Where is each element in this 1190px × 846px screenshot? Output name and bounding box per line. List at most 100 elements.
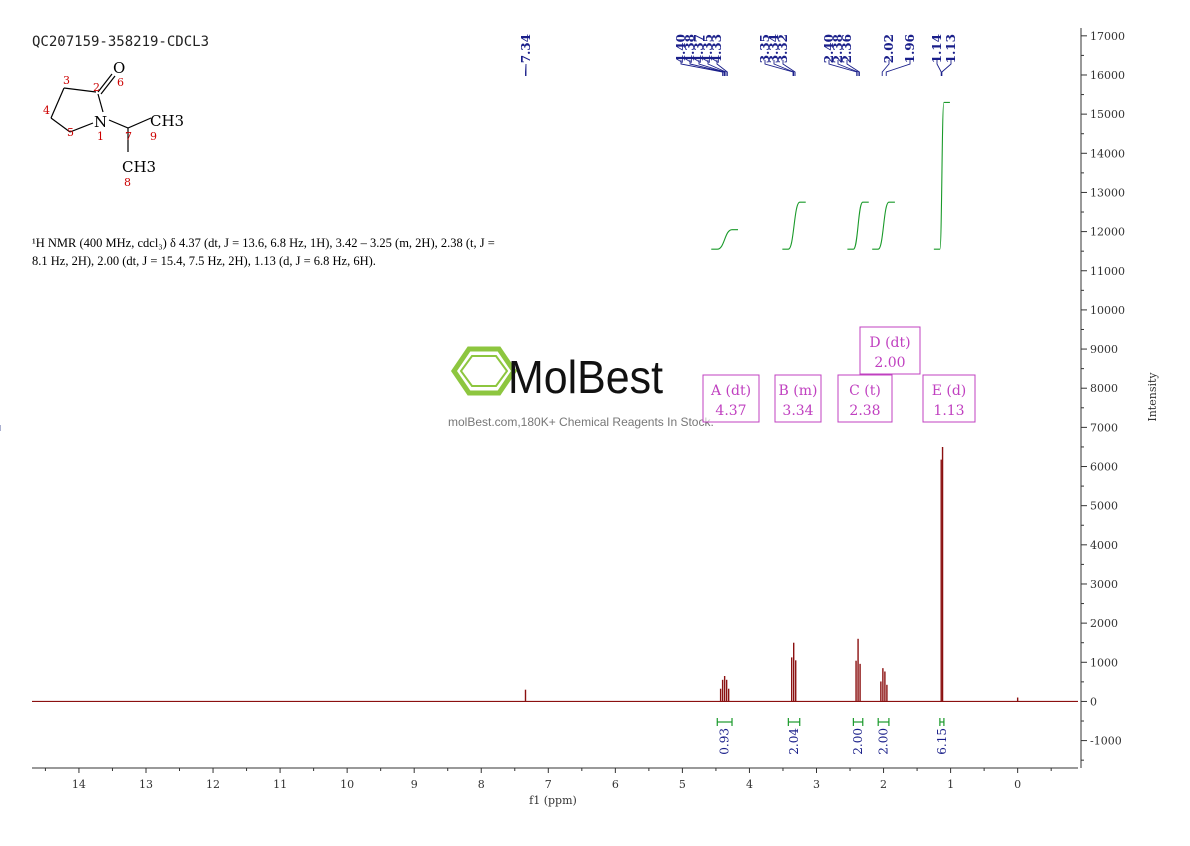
peak-label: 3.35 bbox=[758, 34, 772, 63]
multiplet-label: A (dt) bbox=[710, 383, 751, 399]
molbest-watermark: MolBest molBest.com,180K+ Chemical Reage… bbox=[448, 346, 714, 429]
peak-label: 3.34 bbox=[767, 34, 781, 63]
y-tick-label: 14000 bbox=[1090, 147, 1125, 160]
atom-number-4: 4 bbox=[43, 104, 50, 117]
y-tick-label: 11000 bbox=[1090, 265, 1125, 278]
integral-value: 2.04 bbox=[787, 728, 801, 755]
peak-label: 4.37 bbox=[692, 34, 706, 63]
y-tick-label: 7000 bbox=[1090, 421, 1118, 434]
peak-label-leader bbox=[764, 60, 794, 76]
watermark-tagline: molBest.com,180K+ Chemical Reagents In S… bbox=[448, 415, 714, 429]
y-tick-label: 0 bbox=[1090, 695, 1097, 708]
peak-label: 3.32 bbox=[776, 34, 790, 63]
peak-label: 4.33 bbox=[710, 34, 724, 63]
multiplet-box bbox=[774, 374, 822, 423]
y-tick-label: 6000 bbox=[1090, 461, 1118, 474]
integral-value: 0.93 bbox=[718, 728, 732, 755]
multiplet-letter: A bbox=[710, 383, 722, 399]
x-tick-label: 1 bbox=[947, 778, 954, 791]
multiplet-boxes: A (dt) 4.37 B (m) 3.34 C (t) 2.38 D (dt) 2.00 E … bbox=[0, 326, 976, 431]
multiplet-shift: 4.37 bbox=[715, 403, 746, 419]
peak-label-leader bbox=[782, 60, 796, 76]
peak-label-leader bbox=[525, 63, 527, 76]
y-tick-label: 17000 bbox=[1090, 30, 1125, 43]
x-tick-label: 3 bbox=[813, 778, 820, 791]
atom-number-6: 6 bbox=[117, 76, 124, 89]
multiplet-shift: 2.38 bbox=[849, 403, 880, 419]
x-tick-label: 14 bbox=[72, 778, 86, 791]
x-tick-label: 6 bbox=[612, 778, 619, 791]
y-tick-label: 3000 bbox=[1090, 578, 1118, 591]
peak-label: 4.40 bbox=[674, 34, 688, 63]
y-tick-label: 10000 bbox=[1090, 304, 1125, 317]
spectrum-trace bbox=[32, 446, 1078, 703]
y-tick-label: 12000 bbox=[1090, 226, 1125, 239]
integral-value: 6.15 bbox=[935, 728, 949, 755]
peak-label-leader bbox=[881, 60, 890, 76]
peak-label-leader bbox=[707, 60, 727, 76]
peak-label: 4.35 bbox=[701, 34, 715, 63]
atom-number-2: 2 bbox=[93, 81, 100, 94]
x-tick-label: 9 bbox=[411, 778, 418, 791]
atom-number-7: 7 bbox=[125, 130, 132, 143]
peak-label-leader bbox=[936, 60, 942, 76]
peak-label: 2.36 bbox=[840, 34, 854, 63]
multiplet-type: (m) bbox=[789, 383, 818, 399]
molecule-structure: O N CH3 CH3 1 2 3 4 5 6 7 8 9 bbox=[43, 59, 184, 189]
peak-label-leader bbox=[846, 60, 860, 76]
multiplet-label: B (m) bbox=[779, 383, 818, 399]
multiplet-shift: 1.13 bbox=[933, 403, 964, 419]
integral-value: 2.00 bbox=[851, 728, 865, 755]
nmr-description-line-1: ¹H NMR (400 MHz, cdcl₃) δ 4.37 (dt, J = … bbox=[32, 236, 495, 250]
x-tick-label: 12 bbox=[206, 778, 220, 791]
y-tick-label: 9000 bbox=[1090, 343, 1118, 356]
peak-label: 2.02 bbox=[882, 34, 896, 63]
y-tick-label: 8000 bbox=[1090, 382, 1118, 395]
multiplet-box bbox=[859, 326, 921, 375]
y-tick-label: 16000 bbox=[1090, 69, 1125, 82]
multiplet-letter: C bbox=[849, 383, 860, 399]
multiplet-shift: 3.34 bbox=[782, 403, 813, 419]
peak-label: 2.38 bbox=[831, 34, 845, 63]
atom-n: N bbox=[94, 113, 107, 131]
peak-label: 1.13 bbox=[944, 34, 958, 63]
multiplet-shift: 2.00 bbox=[874, 355, 905, 371]
y-tick-label: 1000 bbox=[1090, 656, 1118, 669]
integral-curve bbox=[847, 201, 869, 250]
multiplet-letter: D bbox=[869, 335, 880, 351]
x-tick-label: 2 bbox=[880, 778, 887, 791]
peak-label-leader bbox=[885, 60, 911, 76]
x-tick-label: 0 bbox=[1014, 778, 1021, 791]
peak-label: 4.38 bbox=[683, 34, 697, 63]
integral-curve bbox=[933, 101, 950, 250]
peak-label-leader bbox=[716, 60, 728, 76]
atom-o: O bbox=[113, 59, 125, 77]
peak-label-leader bbox=[689, 60, 725, 76]
integral-curve bbox=[782, 201, 806, 250]
sample-id: QC207159-358219-CDCL3 bbox=[32, 34, 209, 50]
multiplet-label: E (d) bbox=[932, 383, 967, 399]
y-tick-label: 13000 bbox=[1090, 186, 1125, 199]
multiplet-type: (dt) bbox=[881, 335, 911, 351]
atom-ch3-top: CH3 bbox=[150, 112, 184, 130]
peak-label-leader bbox=[698, 60, 726, 76]
y-tick-label: 5000 bbox=[1090, 500, 1118, 513]
x-axis-title: f1 (ppm) bbox=[529, 794, 577, 807]
x-tick-label: 8 bbox=[478, 778, 485, 791]
peak-label-leader bbox=[828, 60, 858, 76]
y-tick-label: 4000 bbox=[1090, 539, 1118, 552]
molbest-logo-icon bbox=[450, 346, 518, 396]
x-tick-label: 4 bbox=[746, 778, 753, 791]
x-tick-label: 7 bbox=[545, 778, 552, 791]
peak-labels: 7.34 4.404.384.374.354.33 3.353.343.32 2.40… bbox=[519, 34, 958, 76]
x-tick-label: 10 bbox=[340, 778, 354, 791]
peak-label: 1.14 bbox=[930, 34, 944, 63]
peak-label: 7.34 bbox=[519, 34, 533, 63]
x-tick-label: 5 bbox=[679, 778, 686, 791]
integral-curves bbox=[711, 101, 950, 250]
multiplet-type: (dt) bbox=[721, 383, 751, 399]
integral-curve bbox=[711, 229, 739, 250]
peak-label: 2.40 bbox=[822, 34, 836, 63]
